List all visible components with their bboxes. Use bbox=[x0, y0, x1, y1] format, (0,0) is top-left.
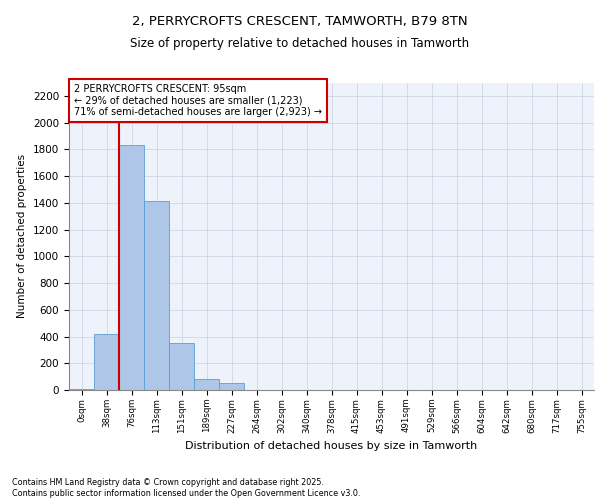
Bar bbox=[144, 202, 169, 390]
Text: 2 PERRYCROFTS CRESCENT: 95sqm
← 29% of detached houses are smaller (1,223)
71% o: 2 PERRYCROFTS CRESCENT: 95sqm ← 29% of d… bbox=[74, 84, 322, 117]
Bar bbox=[169, 343, 194, 390]
Bar bbox=[219, 384, 244, 390]
Text: Contains HM Land Registry data © Crown copyright and database right 2025.
Contai: Contains HM Land Registry data © Crown c… bbox=[12, 478, 361, 498]
Bar bbox=[119, 146, 144, 390]
Text: 2, PERRYCROFTS CRESCENT, TAMWORTH, B79 8TN: 2, PERRYCROFTS CRESCENT, TAMWORTH, B79 8… bbox=[132, 15, 468, 28]
Y-axis label: Number of detached properties: Number of detached properties bbox=[17, 154, 28, 318]
Bar bbox=[69, 388, 94, 390]
Text: Size of property relative to detached houses in Tamworth: Size of property relative to detached ho… bbox=[130, 38, 470, 51]
X-axis label: Distribution of detached houses by size in Tamworth: Distribution of detached houses by size … bbox=[185, 441, 478, 451]
Bar bbox=[194, 380, 219, 390]
Bar bbox=[94, 334, 119, 390]
